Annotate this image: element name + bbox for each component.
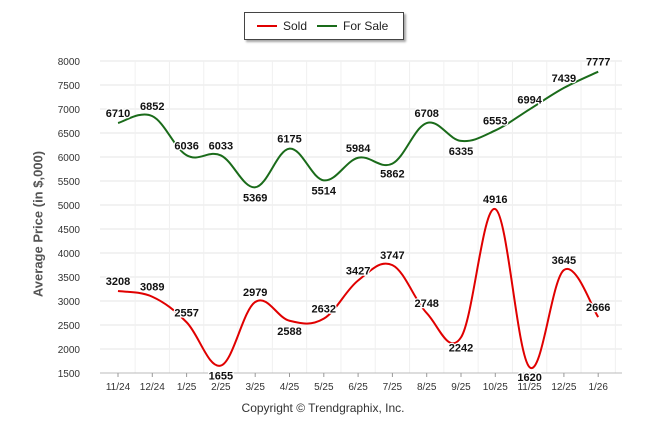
data-labels: 3208 3089 2557 1655 2979 2588 2632 3427 3747 2748…	[105, 55, 612, 385]
data-label-for-sale: 5369	[243, 192, 267, 204]
for-sale-swatch-icon	[317, 25, 337, 27]
y-tick-label: 6000	[58, 153, 81, 164]
y-tick-label: 8000	[58, 57, 81, 68]
data-label-sold: 3427	[346, 266, 370, 278]
series-line-for-sale	[117, 70, 599, 189]
data-label-for-sale: 6710	[106, 108, 130, 120]
data-label-for-sale: 6553	[483, 115, 507, 127]
y-tick-label: 5500	[58, 177, 81, 188]
y-tick-label: 5000	[58, 201, 81, 212]
x-tick-label: 7/25	[383, 382, 403, 393]
x-tick-labels: 11/24 12/24 1/25 2/25 3/25 4/25 5/25 6/25 7/25 8/…	[106, 373, 608, 393]
data-label-for-sale: 7439	[552, 73, 576, 85]
data-label-sold: 3208	[106, 276, 130, 288]
data-label-sold: 3645	[552, 255, 576, 267]
data-label-sold: 2632	[312, 304, 336, 316]
series-line-sold	[117, 208, 600, 369]
data-label-for-sale: 5862	[380, 169, 404, 181]
y-tick-label: 7000	[58, 105, 81, 116]
data-label-for-sale: 6852	[140, 101, 164, 113]
legend-label-for-sale: For Sale	[343, 19, 389, 33]
x-tick-label: 5/25	[314, 382, 334, 393]
x-tick-label: 11/24	[106, 382, 131, 393]
y-tick-label: 2500	[58, 321, 81, 332]
sold-swatch-icon	[257, 25, 277, 27]
x-tick-label: 2/25	[211, 382, 231, 393]
data-label-sold: 2666	[586, 302, 610, 314]
data-label-sold: 2748	[414, 298, 438, 310]
y-tick-label: 6500	[58, 129, 81, 140]
x-tick-label: 1/25	[177, 382, 197, 393]
legend: Sold For Sale	[244, 12, 404, 40]
data-label-for-sale: 5514	[312, 185, 337, 197]
y-axis-label: Average Price (in $,000)	[30, 150, 46, 298]
y-tick-labels: 1500 2000 2500 3000 3500 4000 4500 5000 5500 6000…	[58, 57, 81, 380]
data-label-for-sale: 6708	[414, 108, 438, 120]
data-label-for-sale: 6033	[209, 140, 233, 152]
y-tick-label: 4500	[58, 225, 81, 236]
data-label-sold: 2979	[243, 287, 267, 299]
x-tick-label: 10/25	[483, 382, 508, 393]
legend-item-sold[interactable]: Sold	[257, 13, 307, 39]
data-label-sold: 1655	[209, 371, 233, 383]
y-tick-label: 7500	[58, 81, 81, 92]
data-label-sold: 3747	[380, 250, 404, 262]
x-tick-label: 12/24	[140, 382, 165, 393]
x-tick-label: 6/25	[348, 382, 368, 393]
data-label-for-sale: 5984	[346, 143, 371, 155]
data-label-sold: 2242	[449, 342, 473, 354]
series-lines	[117, 70, 600, 369]
data-label-for-sale: 6335	[449, 146, 473, 158]
y-tick-label: 2000	[58, 345, 81, 356]
x-tick-label: 1/26	[588, 382, 608, 393]
y-tick-label: 3500	[58, 273, 81, 284]
y-tick-label: 4000	[58, 249, 81, 260]
data-label-sold: 2557	[174, 307, 198, 319]
x-tick-label: 4/25	[280, 382, 300, 393]
data-label-for-sale: 6036	[174, 140, 198, 152]
x-tick-label: 3/25	[245, 382, 265, 393]
data-label-sold: 4916	[483, 194, 507, 206]
data-label-for-sale: 6175	[277, 134, 301, 146]
y-tick-label: 1500	[58, 369, 81, 380]
x-tick-label: 11/25	[517, 382, 542, 393]
x-tick-label: 8/25	[417, 382, 437, 393]
data-label-sold: 1620	[517, 372, 541, 384]
x-tick-label: 9/25	[451, 382, 471, 393]
grid-lines	[100, 60, 622, 374]
data-label-sold: 3089	[140, 282, 164, 294]
data-label-for-sale: 7777	[586, 57, 610, 69]
y-tick-label: 3000	[58, 297, 81, 308]
data-label-for-sale: 6994	[517, 94, 542, 106]
copyright-text: Copyright © Trendgraphix, Inc.	[241, 401, 405, 415]
data-label-sold: 2588	[277, 326, 301, 338]
legend-label-sold: Sold	[283, 19, 308, 33]
x-tick-label: 12/25	[551, 382, 576, 393]
legend-item-for-sale[interactable]: For Sale	[317, 13, 388, 39]
